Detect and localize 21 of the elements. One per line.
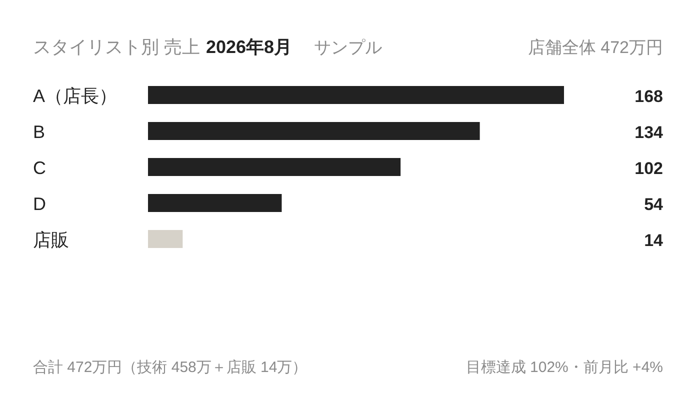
bar: [148, 230, 183, 248]
bar: [148, 122, 480, 140]
bar: [148, 86, 564, 104]
data-label: 168: [634, 87, 663, 106]
data-label: 14: [644, 231, 664, 250]
y-tick-label: C: [33, 158, 46, 178]
text: 合計 472万円（技術 458万＋店販 14万）: [33, 359, 308, 376]
y-tick-label: A（店長）: [33, 86, 118, 106]
data-label: 102: [634, 159, 663, 178]
bar: [148, 194, 282, 212]
text: 目標達成 102%・前月比 +4%: [466, 359, 663, 376]
text: 店舗全体 472万円: [528, 38, 663, 57]
data-label: 134: [634, 123, 664, 142]
y-tick-label: B: [33, 122, 46, 142]
y-tick-label: D: [33, 194, 46, 214]
bar: [148, 158, 401, 176]
data-label: 54: [644, 195, 664, 214]
y-tick-label: 店販: [33, 230, 69, 250]
chart-subtitle: 2026年8月: [206, 37, 292, 57]
text: サンプル: [314, 38, 382, 57]
chart-title: スタイリスト別 売上: [33, 37, 200, 57]
